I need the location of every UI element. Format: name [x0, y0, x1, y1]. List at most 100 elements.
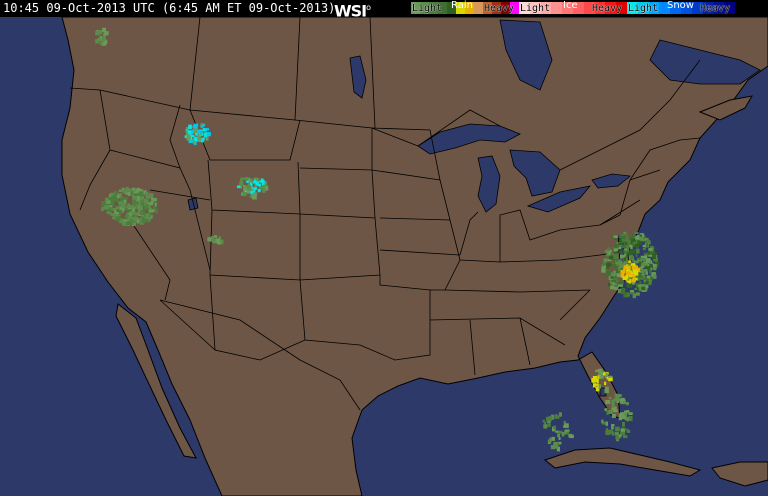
logo-text: WSI [334, 1, 367, 21]
radar-echo [626, 251, 631, 255]
radar-echo [197, 135, 201, 141]
radar-echo [620, 412, 625, 416]
radar-echo [645, 284, 649, 288]
map-canvas[interactable] [0, 17, 768, 496]
radar-echo [638, 274, 643, 279]
radar-echo [594, 383, 599, 386]
radar-echo [614, 252, 618, 255]
radar-echo [139, 191, 144, 196]
legend-snow-heavy: Heavy [700, 3, 731, 14]
radar-echo [616, 259, 619, 262]
radar-echo [610, 272, 615, 277]
great-lakes [187, 19, 761, 397]
radar-echo [127, 217, 131, 222]
radar-echo [101, 201, 106, 206]
radar-echo [612, 263, 617, 268]
radar-echo [611, 424, 614, 430]
radar-echo [615, 396, 620, 402]
radar-echo [188, 124, 192, 130]
radar-echo [614, 393, 619, 397]
radar-echo [129, 221, 132, 225]
radar-echo [632, 239, 636, 242]
radar-echo [643, 261, 648, 265]
radar-echo [110, 202, 114, 207]
radar-echo [642, 235, 646, 240]
radar-echo [130, 190, 134, 196]
radar-echo [599, 376, 604, 379]
radar-echo [122, 221, 126, 226]
baja-california [115, 303, 197, 459]
radar-echo [624, 242, 628, 246]
legend-swatch [551, 2, 563, 14]
legend-swatch [447, 2, 456, 14]
radar-echo [244, 177, 249, 181]
radar-echo [642, 248, 646, 251]
radar-echo [614, 244, 619, 249]
radar-echo [624, 260, 628, 266]
radar-echo [638, 270, 643, 273]
radar-echo [190, 136, 193, 141]
radar-echo [626, 429, 631, 434]
legend-rain-title: Rain [451, 0, 473, 11]
legend-snow [627, 2, 735, 14]
radar-echo [608, 396, 612, 400]
radar-echo [193, 140, 197, 145]
legend-rain-heavy: Heavy [484, 3, 515, 14]
radar-echo [648, 254, 653, 257]
radar-echo [188, 139, 194, 144]
radar-echo [257, 183, 262, 187]
radar-echo [643, 252, 649, 256]
radar-echo [592, 376, 598, 380]
radar-echo [205, 136, 209, 141]
radar-echo [631, 278, 636, 283]
radar-echo [633, 271, 639, 276]
radar-echo [136, 192, 141, 196]
legend-swatch [501, 2, 510, 14]
radar-echo [641, 286, 645, 291]
radar-echo [604, 408, 608, 412]
radar-echo [548, 415, 553, 421]
radar-echo [621, 399, 626, 405]
radar-echo [247, 182, 250, 187]
radar-echo [551, 436, 555, 441]
radar-echo [621, 234, 626, 237]
radar-echo [218, 236, 221, 241]
radar-echo [620, 289, 626, 295]
legend-swatch [483, 2, 492, 14]
radar-echo [595, 369, 600, 373]
radar-echo [204, 132, 207, 138]
radar-echo [626, 244, 630, 248]
radar-echo [260, 178, 264, 182]
radar-echo [149, 193, 154, 197]
radar-echo [628, 260, 631, 263]
radar-echo [122, 189, 126, 194]
radar-echo [626, 284, 629, 287]
radar-echo [101, 41, 107, 46]
radar-echo [644, 237, 649, 241]
radar-echo [137, 218, 142, 223]
radar-echo [126, 187, 129, 190]
radar-echo [640, 263, 644, 267]
radar-echo [622, 236, 625, 242]
radar-echo [618, 434, 622, 438]
radar-echo [616, 400, 620, 404]
radar-echo [597, 375, 601, 379]
radar-echo [137, 188, 143, 194]
radar-echo [628, 283, 633, 288]
radar-echo [148, 209, 154, 213]
radar-echo [564, 423, 569, 428]
radar-echo [626, 235, 629, 241]
radar-echo [554, 415, 560, 419]
radar-echo [106, 200, 111, 204]
radar-echo [132, 195, 138, 201]
radar-echo [601, 263, 606, 267]
radar-echo [240, 177, 246, 180]
lake-michigan [477, 155, 501, 213]
radar-echo [249, 182, 252, 187]
radar-echo [206, 132, 211, 137]
radar-echo [185, 129, 188, 132]
radar-echo [115, 206, 121, 210]
radar-echo [619, 239, 622, 244]
radar-echo [626, 280, 631, 283]
radar-echo [630, 254, 634, 260]
